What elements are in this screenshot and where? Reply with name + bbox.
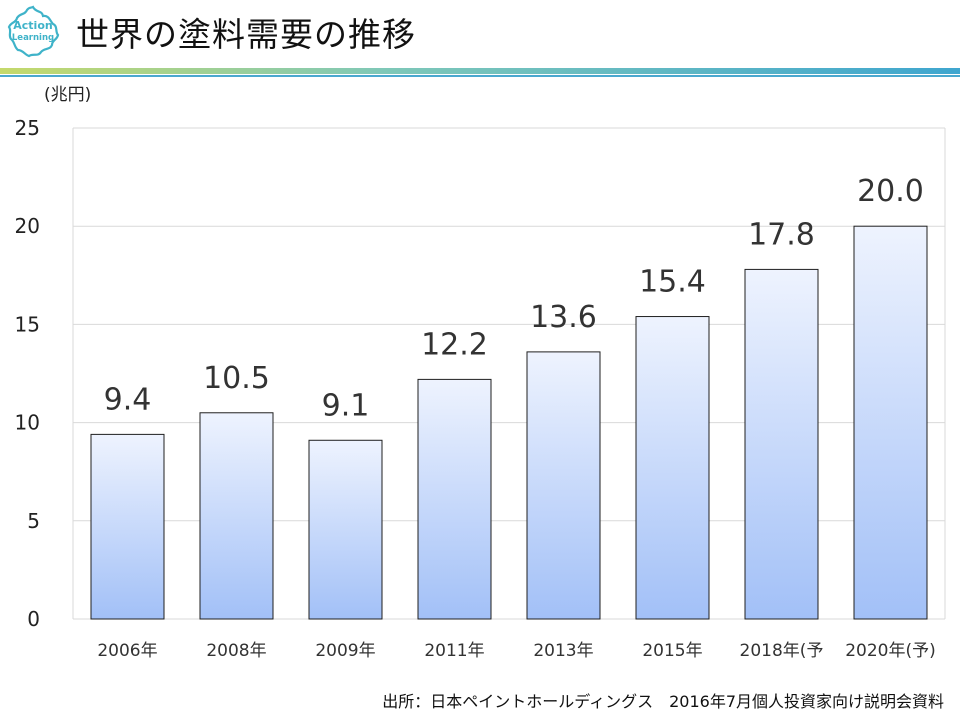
bar — [199, 412, 274, 620]
action-learning-logo: Action Learning — [7, 5, 60, 58]
y-tick-label: 25 — [15, 116, 40, 140]
x-tick-label: 2011年 — [424, 641, 484, 661]
source-note: 出所：日本ペイントホールディングス 2016年7月個人投資家向け説明会資料 — [382, 692, 944, 711]
header-rule — [0, 68, 960, 74]
bar — [308, 439, 383, 620]
y-axis-ticks: 0 5 10 15 20 25 — [15, 116, 40, 631]
logo-text-top: Action — [13, 19, 52, 32]
data-label: 20.0 — [857, 174, 924, 209]
bars — [90, 225, 928, 620]
data-label: 13.6 — [530, 300, 597, 335]
bar — [90, 433, 165, 620]
bar — [635, 316, 710, 620]
data-label: 12.2 — [421, 327, 488, 362]
data-labels: 9.4 10.5 9.1 12.2 13.6 15.4 17.8 20.0 — [104, 174, 924, 423]
bar — [417, 378, 492, 620]
header-rule-line — [0, 75, 960, 77]
x-axis-ticks: 2006年 2008年 2009年 2011年 2013年 2015年 2018年(予 202… — [97, 641, 935, 661]
bar — [853, 225, 928, 620]
x-tick-label: 2009年 — [315, 641, 375, 661]
page-title: 世界の塗料需要の推移 — [76, 15, 416, 54]
y-tick-label: 5 — [27, 509, 40, 533]
data-label: 10.5 — [203, 361, 270, 396]
x-tick-label: 2018年(予 — [740, 641, 824, 661]
data-label: 17.8 — [748, 217, 815, 252]
x-tick-label: 2020年(予) — [845, 641, 936, 661]
y-axis-unit-label: (兆円) — [44, 85, 92, 105]
x-tick-label: 2008年 — [206, 641, 266, 661]
x-tick-label: 2015年 — [642, 641, 702, 661]
y-tick-label: 20 — [15, 214, 40, 238]
data-label: 9.4 — [104, 382, 152, 417]
bar — [744, 268, 819, 620]
data-label: 15.4 — [639, 265, 706, 300]
y-tick-label: 15 — [15, 312, 40, 336]
bar — [526, 351, 601, 620]
logo-text-bottom: Learning — [12, 33, 54, 43]
y-tick-label: 10 — [15, 411, 40, 435]
x-tick-label: 2013年 — [533, 641, 593, 661]
data-label: 9.1 — [322, 388, 370, 423]
y-tick-label: 0 — [27, 607, 40, 631]
x-tick-label: 2006年 — [97, 641, 157, 661]
